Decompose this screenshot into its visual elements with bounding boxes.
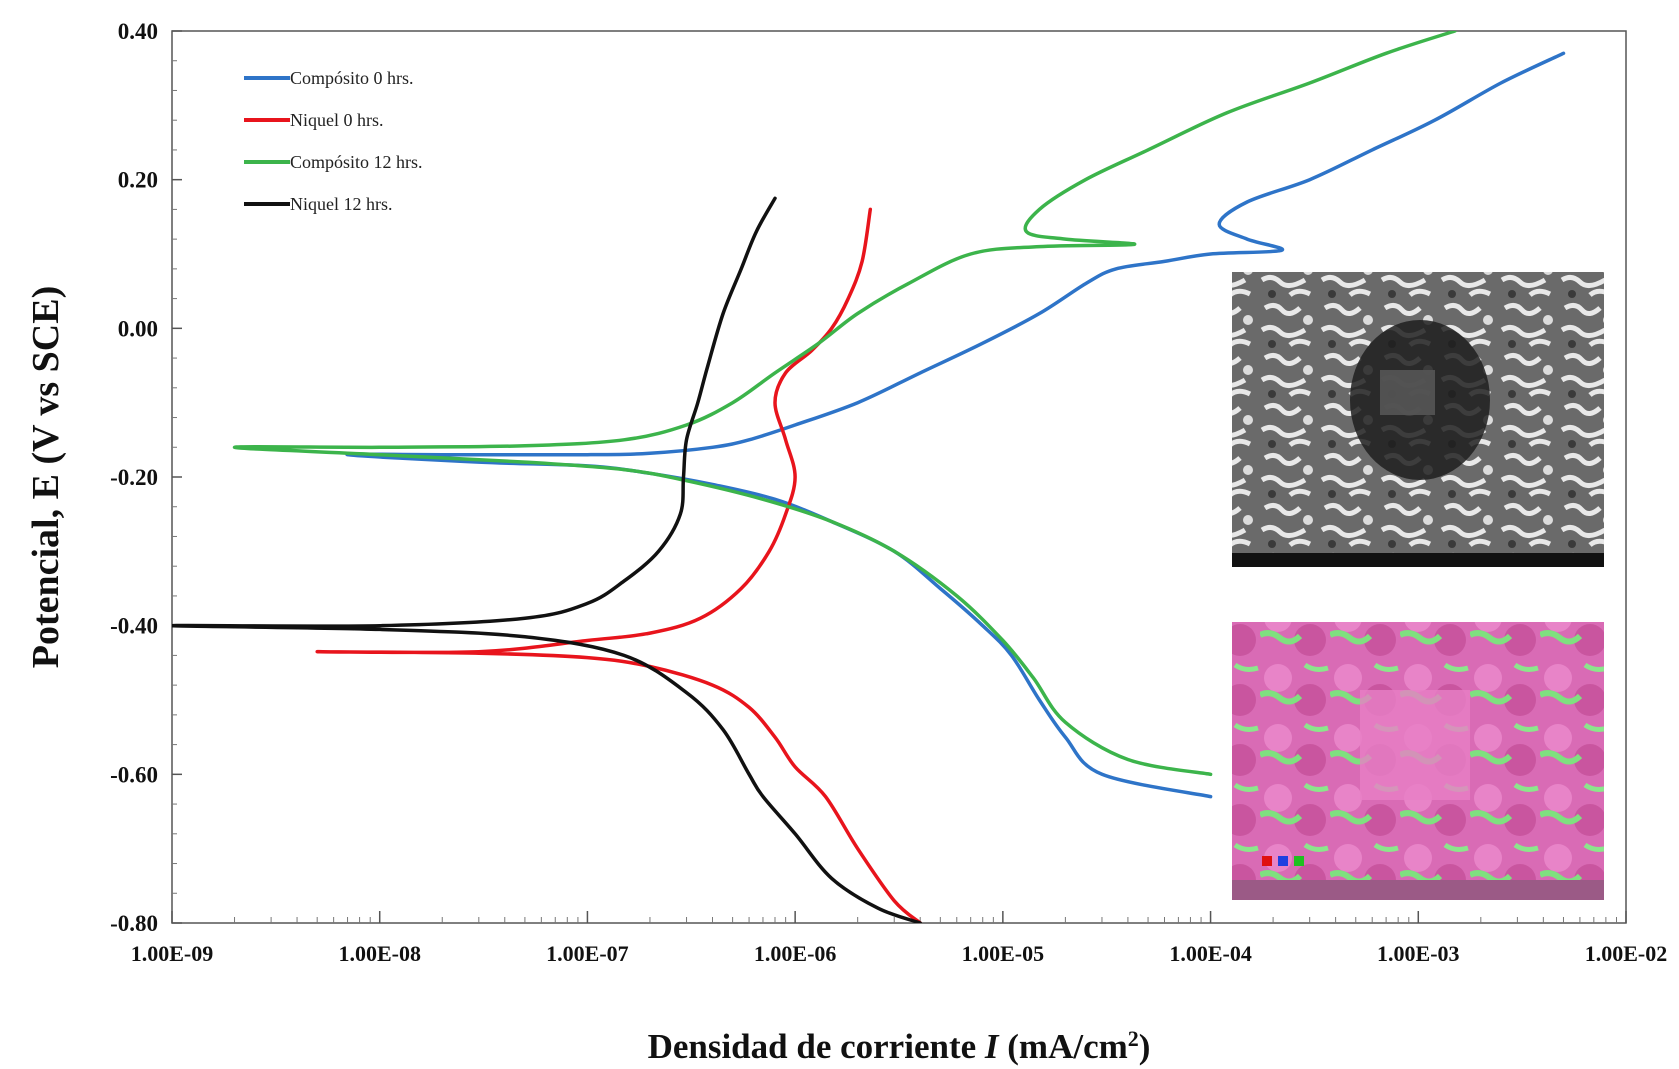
y-tick-label: 0.00 (118, 316, 158, 341)
x-tick-label: 1.00E-02 (1585, 941, 1668, 966)
eds-map-image (1232, 622, 1604, 900)
x-axis: 1.00E-09 1.00E-08 1.00E-07 1.00E-06 1.00E-05… (131, 911, 1668, 966)
series-line (315, 207, 922, 923)
sem-micrograph-image (1232, 272, 1604, 567)
legend-label: Compósito 12 hrs. (290, 152, 423, 172)
y-tick-label: 0.40 (118, 19, 158, 44)
legend-label: Niquel 12 hrs. (290, 194, 393, 214)
x-tick-label: 1.00E-05 (962, 941, 1045, 966)
y-axis: 0.40 0.20 0.00 -0.20 -0.40 -0.60 -0.80 (110, 19, 182, 936)
series-line (345, 51, 1566, 799)
x-tick-label: 1.00E-03 (1377, 941, 1460, 966)
y-tick-label: -0.20 (110, 465, 158, 490)
series-line (232, 31, 1457, 777)
y-tick-label: -0.60 (110, 762, 158, 787)
x-tick-label: 1.00E-08 (338, 941, 421, 966)
series-layer (172, 31, 1566, 923)
y-axis-title: Potencial, E (V vs SCE) (25, 286, 67, 668)
x-tick-label: 1.00E-04 (1169, 941, 1252, 966)
x-axis-title-close: ) (1139, 1027, 1151, 1066)
x-tick-label: 1.00E-09 (131, 941, 214, 966)
y-tick-label: -0.80 (110, 911, 158, 936)
y-tick-label: -0.40 (110, 614, 158, 639)
legend: Compósito 0 hrs. Niquel 0 hrs. Compósito 1… (244, 68, 423, 214)
x-axis-title-var: I (984, 1027, 1000, 1066)
x-axis-title: Densidad de corriente I (mA/cm2) (648, 1026, 1151, 1067)
x-axis-title-main: Densidad de corriente (648, 1027, 985, 1066)
x-axis-title-sup: 2 (1128, 1026, 1139, 1051)
y-tick-label: 0.20 (118, 168, 158, 193)
x-tick-label: 1.00E-06 (754, 941, 837, 966)
x-tick-label: 1.00E-07 (546, 941, 629, 966)
legend-label: Niquel 0 hrs. (290, 110, 384, 130)
legend-label: Compósito 0 hrs. (290, 68, 414, 88)
x-axis-title-unit: (mA/cm (999, 1027, 1128, 1066)
series-line (172, 196, 922, 923)
